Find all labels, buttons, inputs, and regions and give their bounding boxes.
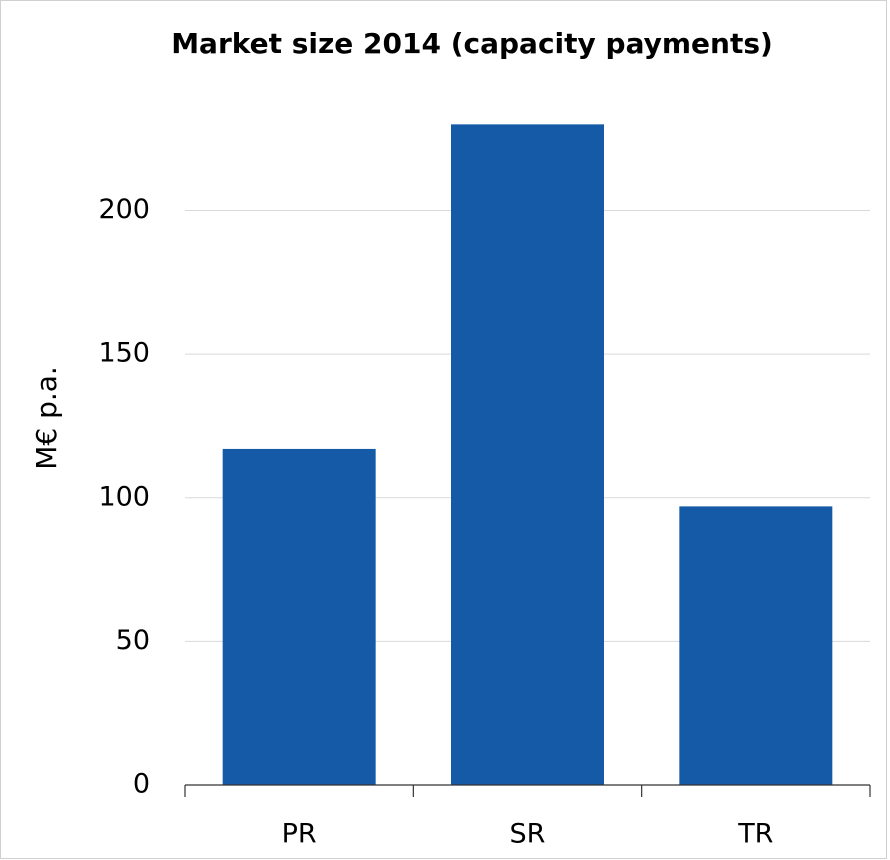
y-tick-label: 200 (98, 194, 150, 225)
bar (222, 448, 376, 785)
y-tick-label: 100 (98, 481, 150, 512)
bar (679, 506, 833, 785)
bar (451, 124, 604, 786)
x-tick-label: PR (282, 819, 317, 850)
y-tick-label: 150 (98, 338, 150, 369)
y-tick-label: 50 (116, 625, 150, 656)
chart-title: Market size 2014 (capacity payments) (171, 27, 773, 60)
x-tick-label: SR (510, 819, 546, 850)
x-tick-label: TR (737, 819, 773, 850)
y-axis-label: M€ p.a. (30, 366, 63, 470)
y-tick-label: 0 (133, 769, 150, 800)
